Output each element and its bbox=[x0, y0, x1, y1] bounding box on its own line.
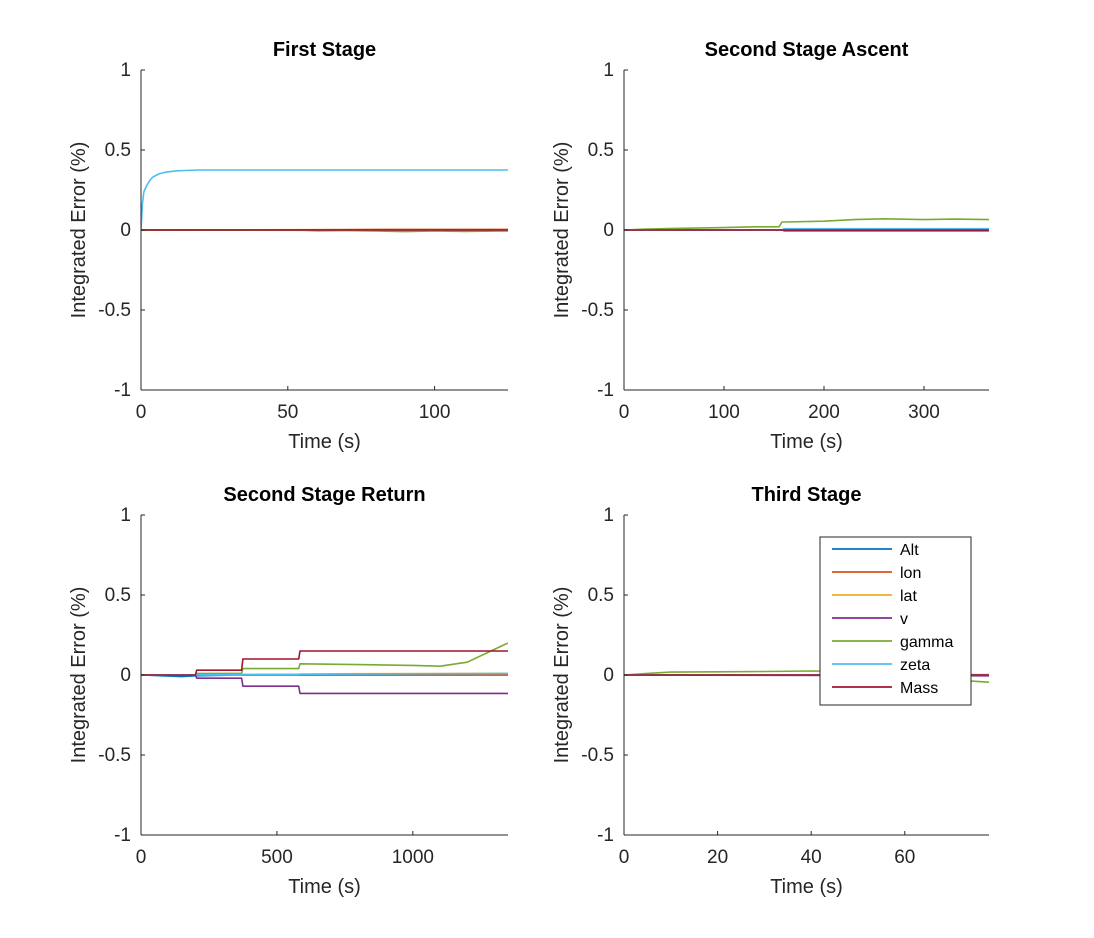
x-tick-label: 0 bbox=[136, 847, 147, 868]
series-line-6 bbox=[141, 672, 508, 676]
chart-title: First Stage bbox=[273, 39, 376, 61]
x-axis-label: Time (s) bbox=[288, 876, 361, 898]
x-tick-label: 1000 bbox=[392, 847, 434, 868]
series-line-6 bbox=[141, 169, 508, 231]
y-tick-label: 1 bbox=[603, 505, 614, 526]
y-axis-label: Integrated Error (%) bbox=[68, 142, 90, 319]
y-axis-label: Integrated Error (%) bbox=[68, 587, 90, 764]
subplot-2: -1 -0.5 0 0.5 1 0 100 200 300 Second Stage Ascent… bbox=[551, 39, 989, 453]
y-tick-label: 1 bbox=[120, 60, 131, 81]
series-group bbox=[624, 218, 989, 232]
x-tick-label: 200 bbox=[808, 402, 840, 423]
y-tick-label: -0.5 bbox=[581, 300, 614, 321]
y-tick-label: 0.5 bbox=[588, 585, 614, 606]
y-tick-label: 0 bbox=[603, 665, 614, 686]
series-group bbox=[141, 642, 508, 695]
x-tick-label: 0 bbox=[619, 402, 630, 423]
y-tick-label: 0.5 bbox=[105, 140, 131, 161]
y-tick-label: 0 bbox=[120, 665, 131, 686]
y-tick-label: -1 bbox=[597, 825, 614, 846]
y-axis-label: Integrated Error (%) bbox=[551, 587, 573, 764]
y-tick-label: -0.5 bbox=[98, 745, 131, 766]
y-tick-label: -1 bbox=[114, 825, 131, 846]
y-tick-label: 0.5 bbox=[588, 140, 614, 161]
x-tick-label: 100 bbox=[708, 402, 740, 423]
chart-title: Third Stage bbox=[751, 484, 861, 506]
series-line-5 bbox=[141, 642, 508, 676]
y-axis-label: Integrated Error (%) bbox=[551, 142, 573, 319]
x-tick-label: 100 bbox=[419, 402, 451, 423]
y-tick-label: -0.5 bbox=[581, 745, 614, 766]
y-tick-label: 0 bbox=[603, 220, 614, 241]
subplot-4: -1 -0.5 0 0.5 1 0 20 40 60 Third Stage Time (s) Int… bbox=[551, 484, 989, 898]
x-tick-label: 40 bbox=[801, 847, 822, 868]
x-tick-label: 500 bbox=[261, 847, 293, 868]
x-tick-label: 60 bbox=[894, 847, 915, 868]
y-tick-label: 1 bbox=[120, 505, 131, 526]
y-tick-label: 0.5 bbox=[105, 585, 131, 606]
y-tick-label: -0.5 bbox=[98, 300, 131, 321]
legend-label-lon: lon bbox=[900, 565, 921, 582]
series-group bbox=[141, 169, 508, 233]
chart-title: Second Stage Return bbox=[223, 484, 425, 506]
chart-title: Second Stage Ascent bbox=[705, 39, 909, 61]
subplot-1: -1 -0.5 0 0.5 1 0 50 100 First Stage Time (s) Inte… bbox=[68, 39, 508, 453]
legend-label-v: v bbox=[900, 611, 908, 628]
y-tick-label: 0 bbox=[120, 220, 131, 241]
x-tick-label: 300 bbox=[908, 402, 940, 423]
legend-label-alt: Alt bbox=[900, 542, 919, 559]
x-tick-label: 0 bbox=[619, 847, 630, 868]
series-line-5 bbox=[624, 218, 989, 231]
subplot-3: -1 -0.5 0 0.5 1 0 500 1000 Second Stage Return Ti… bbox=[68, 484, 508, 898]
x-tick-label: 20 bbox=[707, 847, 728, 868]
x-axis-label: Time (s) bbox=[770, 431, 843, 453]
legend-label-lat: lat bbox=[900, 588, 917, 605]
x-axis-label: Time (s) bbox=[288, 431, 361, 453]
y-tick-label: -1 bbox=[114, 380, 131, 401]
series-line-7 bbox=[141, 650, 508, 676]
legend-label-zeta: zeta bbox=[900, 657, 930, 674]
x-tick-label: 50 bbox=[277, 402, 298, 423]
legend: Alt lon lat v gamma zeta Mass bbox=[819, 536, 972, 706]
legend-label-mass: Mass bbox=[900, 680, 938, 697]
y-tick-label: -1 bbox=[597, 380, 614, 401]
legend-box bbox=[819, 536, 972, 706]
legend-label-gamma: gamma bbox=[900, 634, 953, 651]
y-tick-label: 1 bbox=[603, 60, 614, 81]
x-axis-label: Time (s) bbox=[770, 876, 843, 898]
x-tick-label: 0 bbox=[136, 402, 147, 423]
